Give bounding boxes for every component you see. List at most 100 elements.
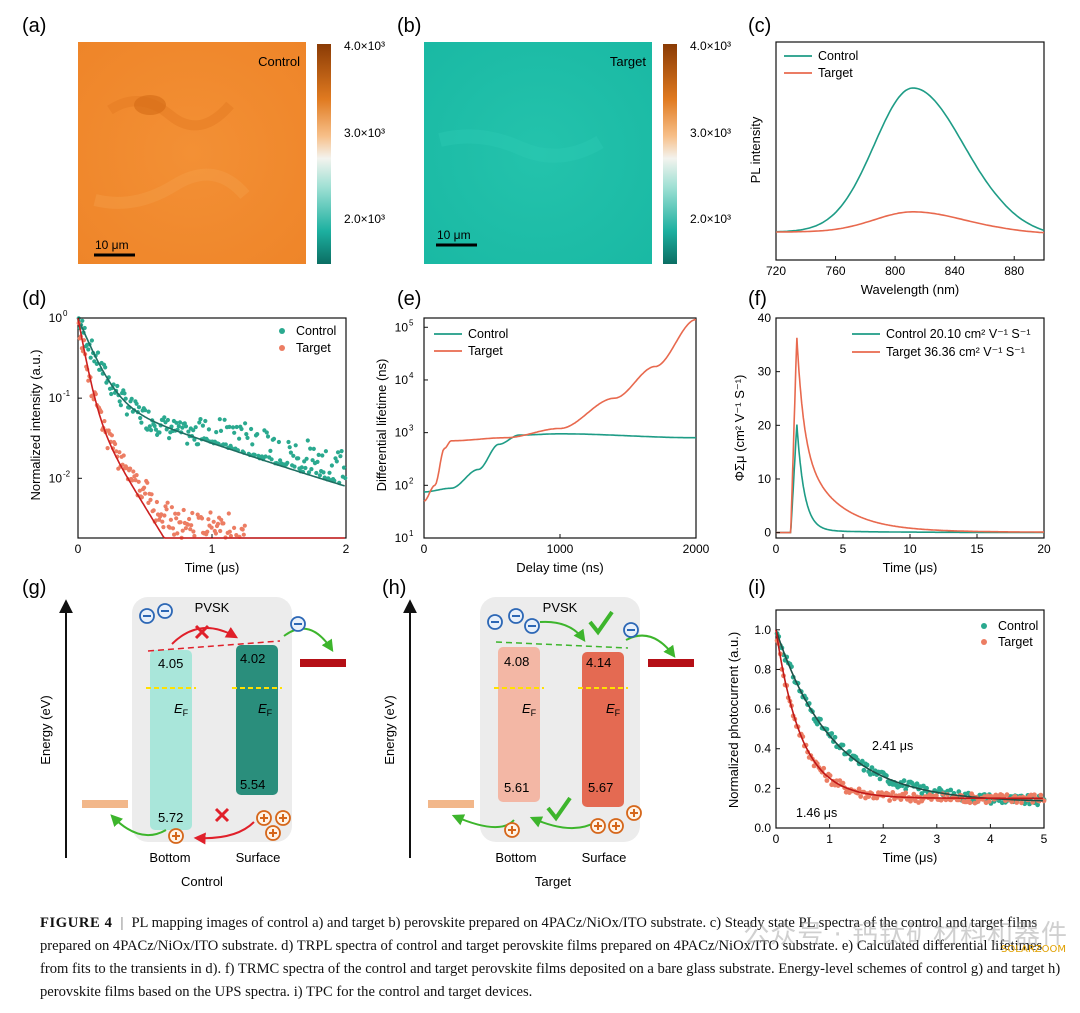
x-tick-label: 3: [933, 832, 940, 846]
trpl-point-target: [195, 512, 200, 517]
g-ef-bottom: EF: [174, 701, 189, 718]
trpl-point-target: [164, 507, 169, 512]
y-tick-label: 0.4: [754, 742, 771, 756]
trpl-point-control: [310, 458, 315, 463]
trpl-point-target: [86, 378, 91, 383]
tpc-point-control: [829, 731, 835, 736]
x-tick-label: 1: [826, 832, 833, 846]
x-axis-label: Time (μs): [883, 560, 938, 575]
y-tick-label: 0.6: [754, 702, 771, 716]
g-ef-surface: EF: [258, 701, 273, 718]
trpl-point-control: [338, 454, 343, 459]
tpc-point-control: [832, 734, 838, 740]
trpl-point-control: [177, 420, 183, 425]
trpl-point-target: [145, 480, 150, 485]
x-tick-label: 10: [903, 542, 917, 556]
tpc-point-target: [1004, 792, 1010, 798]
x-tick-label: 0: [773, 832, 780, 846]
y-tick-exponent: 0: [63, 309, 68, 318]
tpc-point-target: [898, 797, 904, 802]
trpl-point-control: [271, 436, 277, 441]
h-surface-label: Surface: [582, 850, 627, 865]
trpl-point-target: [241, 532, 246, 537]
cb-a-tick-2: 3.0×10³: [344, 126, 385, 140]
trpl-point-control: [255, 432, 260, 437]
trpl-point-control: [129, 396, 134, 401]
trpl-point-control: [115, 383, 120, 389]
watermark-logo: SOLARZOOM: [1000, 944, 1066, 955]
g-cb-surface: 4.02: [240, 651, 265, 666]
trpl-point-control: [306, 470, 312, 475]
trpl-point-control: [232, 430, 237, 435]
cb-b-tick-2: 3.0×10³: [690, 126, 731, 140]
trpl-point-target: [157, 517, 162, 522]
panel-e-letter: (e): [397, 288, 421, 310]
caption-label: FIGURE 4: [40, 915, 113, 931]
trpl-point-control: [245, 435, 250, 440]
trpl-point-control: [109, 391, 114, 397]
y-tick-exponent: -2: [63, 469, 71, 478]
trpl-point-control: [292, 464, 297, 469]
y-axis-label: ΦΣμ (cm² V⁻¹ S⁻¹): [732, 375, 747, 482]
trpl-point-control: [92, 359, 97, 364]
tpc-fit-control: [775, 629, 1043, 802]
trpl-point-control: [124, 412, 129, 417]
trpl-point-target: [189, 523, 194, 528]
trpl-point-control: [316, 452, 321, 457]
trpl-point-control: [244, 432, 249, 437]
trpl-point-control: [339, 449, 344, 454]
trpl-point-target: [105, 446, 110, 451]
trpl-point-control: [138, 415, 143, 421]
trpl-point-control: [343, 475, 348, 481]
y-tick-label: 10: [49, 391, 63, 405]
trpl-point-control: [311, 446, 316, 451]
trpl-point-target: [234, 533, 239, 538]
trpl-point-control: [329, 463, 334, 468]
g-surface-label: Surface: [236, 850, 281, 865]
tpc-point-target: [887, 798, 892, 803]
x-tick-label: 1: [209, 542, 216, 556]
etl-level-target: [648, 659, 694, 667]
trpl-point-control: [335, 450, 341, 455]
trpl-point-target: [185, 522, 191, 527]
trpl-point-target: [242, 523, 247, 528]
tpc-point-control: [859, 758, 865, 764]
trpl-point-control: [265, 434, 271, 439]
band-bottom-control: [150, 650, 192, 830]
y-axis-label: Normalized photocurrent (a.u.): [726, 632, 741, 808]
trpl-point-control: [123, 396, 128, 401]
tpc-point-target: [1019, 800, 1024, 806]
y-tick-label: 10: [49, 471, 63, 485]
tpc-point-control: [903, 787, 909, 792]
watermark: 公众号 · 钙钛矿材料和器件: [743, 920, 1068, 950]
trpl-point-target: [160, 519, 165, 524]
x-tick-label: 2: [343, 542, 350, 556]
tpc-point-target: [874, 795, 880, 801]
y-tick-exponent: 5: [409, 318, 414, 327]
tpc-point-target: [821, 765, 827, 771]
trpl-point-control: [218, 428, 224, 433]
tpc-point-target: [986, 799, 992, 804]
trpl-point-target: [172, 532, 177, 537]
trpl-point-target: [133, 478, 138, 483]
trpl-point-target: [151, 508, 156, 513]
trpl-point-target: [190, 510, 195, 516]
tpc-point-target: [911, 791, 917, 797]
trpl-point-target: [181, 507, 186, 513]
y-tick-label: 10: [49, 311, 63, 325]
tpc-point-control: [814, 721, 820, 727]
tpc-point-control: [948, 787, 954, 793]
tpc-point-control: [901, 778, 907, 784]
trpl-point-target: [114, 449, 119, 454]
colorbar-b: [663, 44, 677, 264]
trpl-point-control: [327, 470, 332, 475]
trpl-point-target: [121, 453, 126, 458]
x-tick-label: 5: [840, 542, 847, 556]
legend-control-label: Control: [998, 619, 1038, 633]
trpl-point-target: [209, 525, 214, 530]
y-tick-exponent: 2: [409, 476, 414, 485]
g-cb-bottom: 4.05: [158, 656, 183, 671]
tpc-point-target: [890, 790, 896, 795]
trpl-point-control: [303, 465, 308, 471]
x-axis-label: Wavelength (nm): [861, 282, 960, 297]
